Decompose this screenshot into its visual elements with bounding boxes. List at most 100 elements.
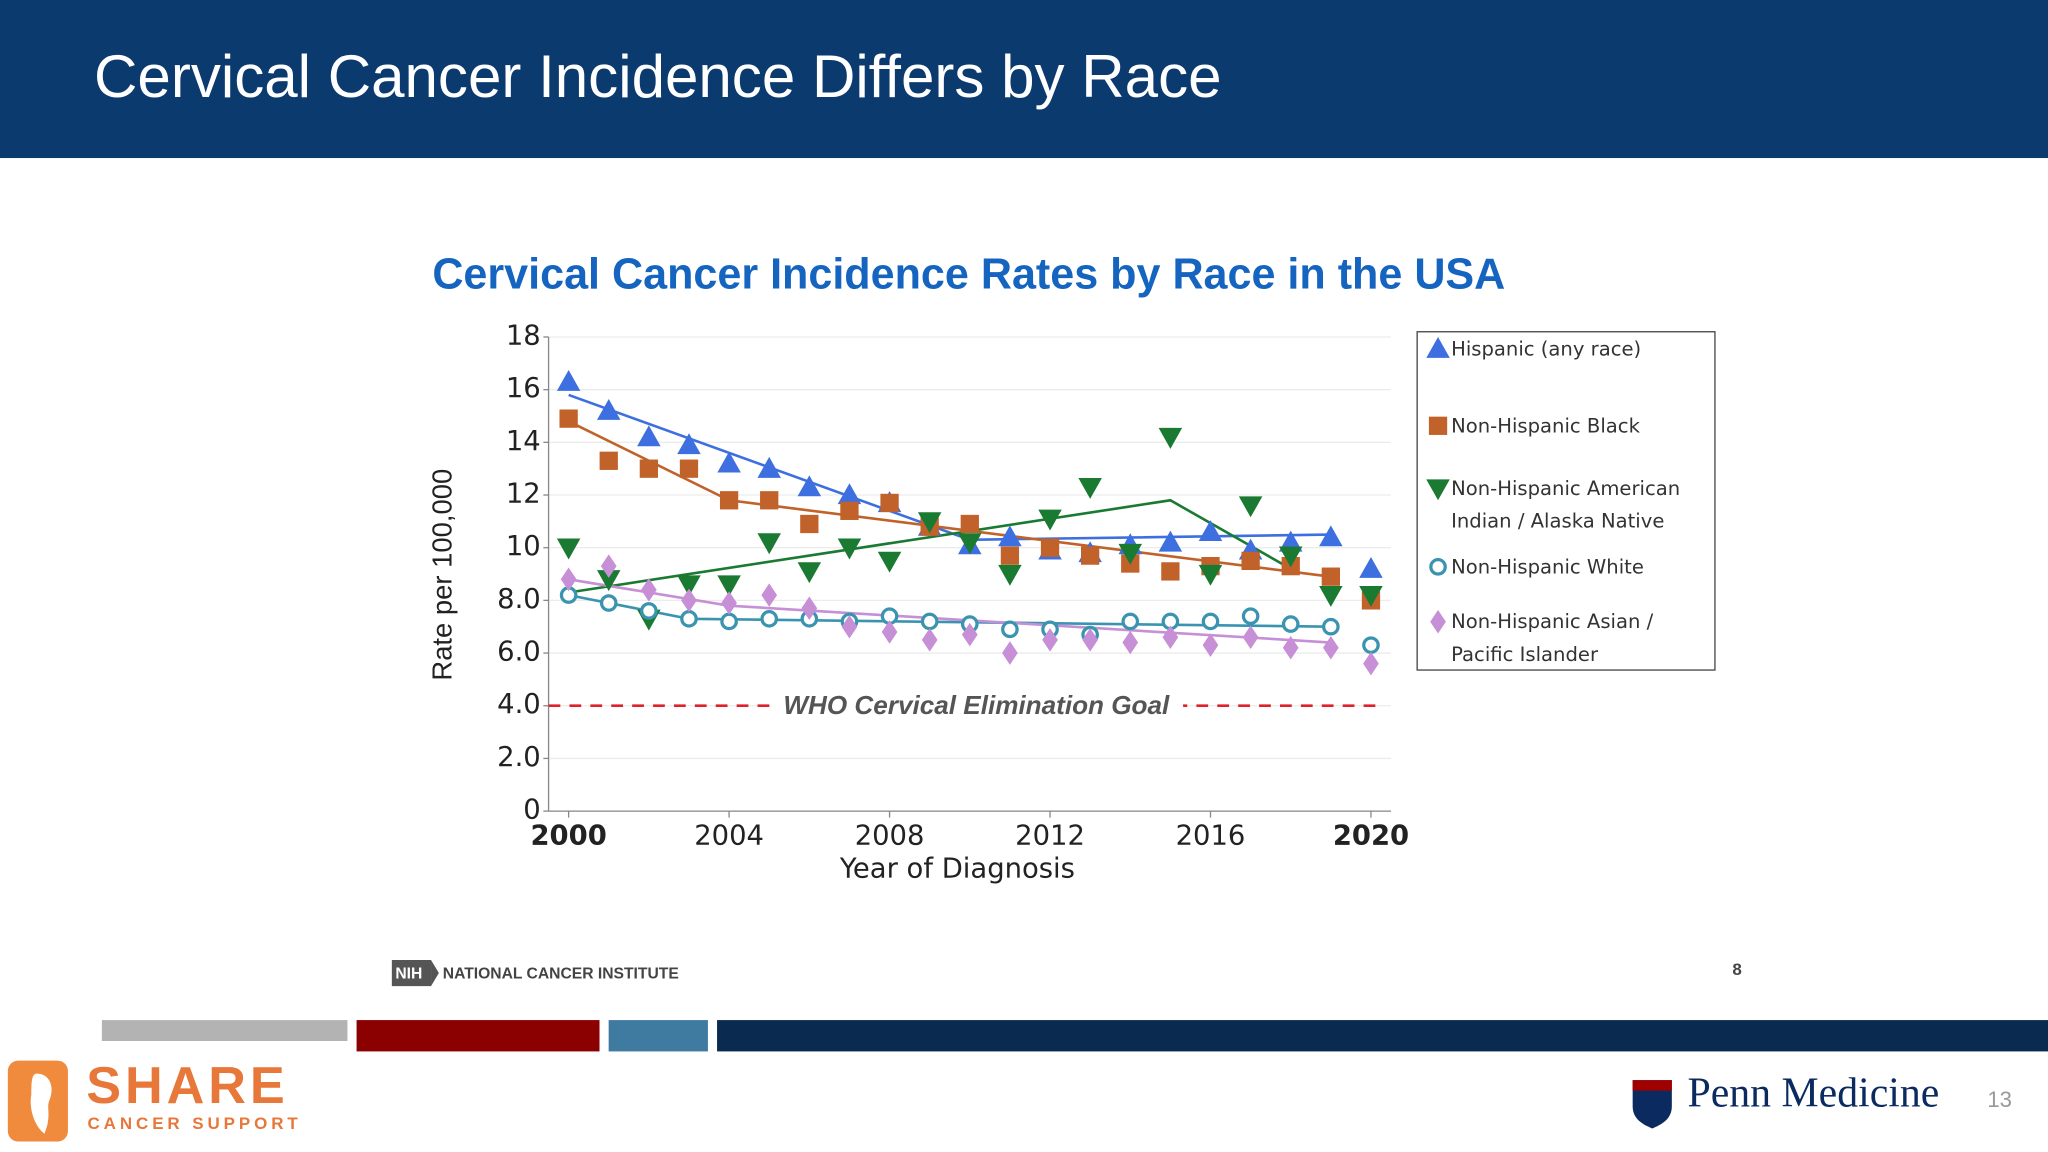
y-tick-label: 2.0 — [497, 742, 541, 773]
nih-logo — [391, 960, 432, 987]
marker-diamond — [1282, 636, 1299, 660]
marker-square — [1321, 567, 1340, 586]
marker-square — [760, 491, 779, 510]
legend-label: Non-Hispanic Black — [1451, 414, 1640, 438]
chart-title: Cervical Cancer Incidence Rates by Race … — [432, 250, 1505, 298]
plot-area: 0 2.0 4.0 6.0 8.0 10 12 14 16 18 2000 2004 2008 2012 2… — [497, 320, 1409, 851]
nih-arrow — [431, 960, 439, 987]
marker-triangle — [596, 398, 621, 420]
marker-diamond — [1082, 628, 1098, 652]
y-tick-label: 16 — [506, 373, 541, 404]
marker-diamond — [881, 620, 898, 644]
marker-triangle-down — [677, 575, 701, 597]
marker-square — [1241, 551, 1260, 571]
legend-label: Non-Hispanic American Indian / Alaska Na… — [1451, 476, 1681, 533]
marker-square — [639, 459, 659, 478]
marker-triangle-down — [1278, 546, 1303, 568]
marker-circle — [1001, 620, 1019, 639]
marker-triangle-down — [1118, 543, 1143, 565]
marker-circle — [720, 612, 738, 631]
source-page: 8 — [1732, 960, 1741, 979]
marker-square — [679, 459, 699, 478]
marker-square — [800, 514, 819, 534]
share-logo-face — [30, 1073, 52, 1134]
marker-diamond — [1042, 628, 1058, 652]
marker-diamond — [1242, 625, 1259, 650]
footer-bar — [101, 1020, 348, 1041]
marker-square — [1000, 546, 1020, 565]
marker-triangle-down — [757, 533, 781, 555]
y-tick-label: 4.0 — [497, 689, 541, 720]
marker-square — [719, 491, 739, 510]
marker-triangle — [717, 451, 741, 473]
y-tick-label: 18 — [506, 320, 541, 351]
legend-item: Hispanic (any race) — [1451, 337, 1641, 361]
y-tick-label: 12 — [506, 479, 541, 510]
marker-triangle — [797, 475, 822, 497]
legend-label: Non-Hispanic White — [1451, 555, 1644, 579]
marker-triangle-down — [1198, 564, 1223, 586]
marker-diamond — [681, 588, 697, 613]
x-tick-label: 2016 — [1176, 821, 1246, 852]
x-tick-label: 2008 — [855, 821, 925, 852]
marker-diamond — [1202, 633, 1219, 657]
header-band — [0, 0, 2048, 159]
marker-triangle — [677, 433, 701, 455]
marker-diamond — [921, 628, 938, 652]
marker-triangle — [1198, 520, 1223, 542]
marker-square — [1081, 546, 1100, 565]
marker-triangle-down — [1038, 509, 1062, 531]
marker-circle — [1429, 558, 1447, 576]
marker-triangle-down — [1078, 477, 1102, 499]
marker-diamond — [1002, 641, 1018, 665]
marker-triangle — [556, 370, 581, 391]
marker-square — [880, 493, 899, 513]
marker-circle — [1241, 607, 1260, 626]
nih-text: NIH — [395, 966, 422, 983]
marker-triangle-down — [917, 512, 942, 534]
y-tick-label: 10 — [506, 531, 541, 562]
marker-triangle — [757, 456, 781, 478]
marker-diamond — [1323, 636, 1339, 660]
marker-triangle — [837, 483, 862, 505]
legend-item: Non-Hispanic Asian / Pacific Islander — [1451, 609, 1654, 667]
marker-triangle — [1426, 336, 1450, 358]
marker-square — [599, 451, 618, 470]
x-tick-label: 2004 — [694, 821, 764, 852]
marker-square — [1040, 538, 1060, 557]
legend-item: Non-Hispanic White — [1451, 555, 1644, 579]
marker-square — [1428, 416, 1448, 435]
footer-bar — [608, 1020, 708, 1052]
penn-text: Penn Medicine — [1688, 1071, 1940, 1117]
marker-diamond — [560, 567, 577, 592]
y-tick-label: 8.0 — [497, 584, 541, 615]
trend-line — [568, 578, 1331, 644]
marker-triangle — [637, 425, 661, 447]
marker-square — [1161, 562, 1180, 581]
marker-square — [559, 409, 578, 428]
marker-diamond — [841, 614, 858, 639]
marker-triangle-down — [1158, 427, 1183, 449]
marker-triangle-down — [797, 562, 822, 584]
footer-bar — [717, 1020, 2048, 1052]
marker-circle — [760, 610, 779, 628]
legend-label: Non-Hispanic Asian / Pacific Islander — [1451, 609, 1654, 667]
y-tick-label: 6.0 — [497, 637, 541, 668]
legend-box — [1416, 331, 1716, 671]
marker-triangle-down — [1319, 585, 1343, 607]
marker-diamond — [801, 596, 818, 621]
marker-circle — [640, 602, 658, 620]
y-tick-label: 0 — [523, 795, 540, 826]
footer-bar — [356, 1020, 600, 1052]
marker-diamond — [1363, 651, 1379, 676]
marker-square — [960, 514, 979, 534]
marker-triangle-down — [877, 551, 902, 573]
marker-circle — [599, 594, 618, 612]
legend: Hispanic (any race) Non-Hispanic Black Non… — [1426, 336, 1681, 667]
marker-circle — [1281, 615, 1300, 633]
marker-triangle-down — [1359, 585, 1383, 607]
reference-label: WHO Cervical Elimination Goal — [783, 690, 1170, 720]
marker-triangle — [1319, 525, 1343, 547]
marker-diamond — [1122, 630, 1139, 655]
